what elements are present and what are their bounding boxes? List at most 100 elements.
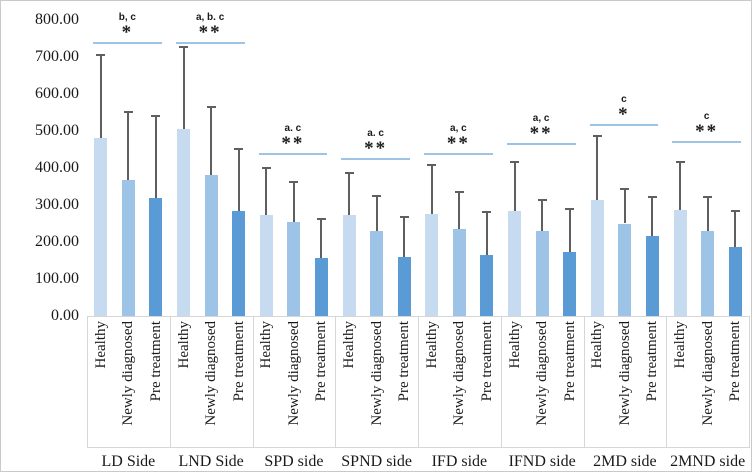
error-bar <box>734 210 737 247</box>
group-label: IFND side <box>508 453 576 470</box>
error-bar-cap <box>151 115 161 118</box>
significance-stars: * <box>618 103 630 125</box>
bar-healthy <box>425 213 439 316</box>
bar-healthy <box>342 214 356 316</box>
error-bar <box>237 147 240 211</box>
category-label: Pre treatment <box>396 321 413 402</box>
error-bar-cap <box>261 166 271 169</box>
error-bar <box>348 172 351 215</box>
significance-stars: ** <box>364 138 388 159</box>
error-bar <box>292 180 295 222</box>
category-label: Pre treatment <box>147 321 164 402</box>
category-label: Healthy <box>423 321 440 369</box>
group-divider <box>335 316 337 447</box>
bar-pre-treatment <box>314 257 328 316</box>
error-bar <box>127 111 130 180</box>
error-bar-cap <box>344 172 354 175</box>
error-bar <box>623 187 626 224</box>
category-label: Pre treatment <box>313 321 330 402</box>
category-label: Pre treatment <box>561 321 578 402</box>
significance-stars: ** <box>281 132 305 154</box>
category-label: Pre treatment <box>230 321 247 402</box>
significance-line <box>506 142 576 145</box>
error-bar-cap <box>179 45 189 48</box>
category-label: Newly diagnosed <box>451 321 468 426</box>
significance-letters: c <box>703 111 710 123</box>
category-label: Pre treatment <box>644 321 661 402</box>
category-label: Newly diagnosed <box>203 321 220 426</box>
bar-newly-diagnosed <box>287 221 301 316</box>
y-axis-tick-label: 600.00 <box>35 85 79 102</box>
category-label: Healthy <box>92 321 109 369</box>
significance-line <box>175 42 245 45</box>
error-bar-cap <box>289 180 299 183</box>
significance-stars: ** <box>695 121 719 143</box>
error-bar <box>458 190 461 230</box>
significance-letters: b, c <box>118 12 136 24</box>
category-label: Healthy <box>258 321 275 369</box>
bar-healthy <box>508 210 522 316</box>
bar-newly-diagnosed <box>701 231 715 316</box>
bar-healthy <box>590 200 604 316</box>
category-label: Newly diagnosed <box>616 321 633 426</box>
error-bar <box>541 199 544 232</box>
bar-newly-diagnosed <box>370 230 384 316</box>
error-bar <box>485 211 488 255</box>
error-bar <box>403 216 406 257</box>
bar-newly-diagnosed <box>204 174 218 316</box>
bar-healthy <box>177 129 191 316</box>
error-bar-cap <box>454 190 464 193</box>
y-axis-tick-label: 200.00 <box>35 233 79 250</box>
bar-healthy <box>673 210 687 316</box>
bar-pre-treatment <box>149 198 163 316</box>
error-bar-cap <box>730 210 740 213</box>
group-label: LD Side <box>101 453 156 470</box>
bar-newly-diagnosed <box>618 223 632 316</box>
group-label: SPD side <box>264 453 324 470</box>
error-bar <box>375 194 378 231</box>
significance-letters: a. c <box>284 122 302 134</box>
y-axis-tick-label: 0.00 <box>51 307 79 324</box>
group-divider <box>418 316 419 447</box>
error-bar-cap <box>565 207 575 210</box>
error-bar-cap <box>372 194 382 197</box>
group-divider <box>87 316 88 447</box>
y-axis-tick-label: 700.00 <box>35 48 79 65</box>
significance-stars: * <box>121 22 134 44</box>
significance-letters: a, c <box>532 112 550 124</box>
y-axis-tick-label: 300.00 <box>35 196 79 213</box>
category-label: Healthy <box>175 321 192 369</box>
error-bar <box>210 105 213 175</box>
category-label: Newly diagnosed <box>534 321 551 426</box>
error-bar <box>596 134 599 201</box>
category-label: Pre treatment <box>478 321 495 402</box>
error-bar <box>265 166 268 215</box>
significance-letters: c <box>621 93 627 105</box>
error-bar-cap <box>399 216 409 219</box>
y-axis-tick-label: 800.00 <box>35 11 79 28</box>
category-label: Healthy <box>589 321 606 369</box>
bar-pre-treatment <box>563 252 577 316</box>
error-bar-cap <box>620 187 630 190</box>
group-label: 2MND side <box>670 453 746 470</box>
significance-line <box>589 123 659 126</box>
bar-pre-treatment <box>480 254 494 316</box>
bar-healthy <box>259 214 273 316</box>
group-label: SPND side <box>341 453 412 470</box>
label-box-bottom-line <box>87 447 750 448</box>
bar-pre-treatment <box>728 246 742 316</box>
error-bar <box>154 115 157 199</box>
error-bar-cap <box>510 160 520 163</box>
bar-pre-treatment <box>397 256 411 316</box>
category-label: Healthy <box>506 321 523 369</box>
category-label: Pre treatment <box>727 321 744 402</box>
category-label: Newly diagnosed <box>285 321 302 426</box>
error-bar-cap <box>206 105 216 108</box>
significance-stars: ** <box>446 132 470 154</box>
error-bar <box>568 207 571 253</box>
error-bar <box>513 160 516 211</box>
error-bar-cap <box>703 195 713 198</box>
error-bar <box>320 217 323 258</box>
significance-line <box>424 152 493 155</box>
